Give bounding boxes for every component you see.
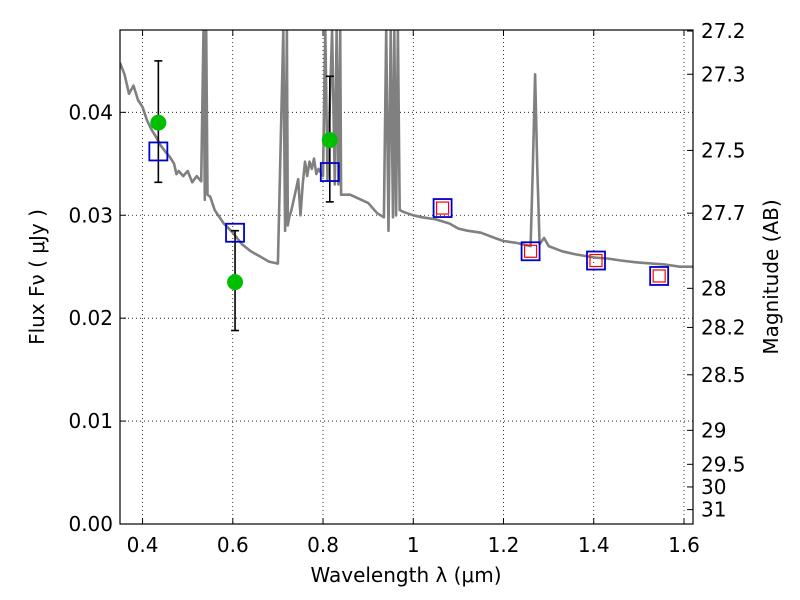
x-tick-label: 0.6 [217,533,249,557]
x-tick-label: 1.4 [578,533,610,557]
y-tick-label: 0.01 [68,409,113,433]
model-flux-square [432,198,453,218]
observed-point [227,274,244,291]
x-tick-label: 1.2 [488,533,520,557]
axis-ticks: 0.4 0.6 0.8 1 1.2 1.4 1.6 0.00 0.01 0.02 0.03 0.04 2… [68,19,745,557]
x-tick-label: 0.8 [307,533,339,557]
plot-frame [119,29,694,525]
y-tick-label: 0.02 [68,306,113,330]
model-flux-square [225,222,245,243]
model-flux-square [520,241,541,262]
nir-flux-square [435,201,450,215]
plot-area [120,30,693,332]
nir-flux-square [523,244,538,258]
y2-axis-label: Magnitude (AB) [759,199,783,354]
y-tick-label: 0.00 [68,512,113,536]
nir-flux-square [589,253,603,268]
y2-tick-label: 28.5 [701,363,746,387]
observed-point [150,114,167,131]
model-flux-square [319,162,340,182]
model-flux-square [586,250,606,271]
observed-point [321,132,338,149]
y2-tick-label: 31 [701,498,726,522]
y2-tick-label: 30 [701,475,726,499]
x-axis-label: Wavelength λ (μm) [310,563,501,587]
nir-flux-square [652,269,666,283]
y2-tick-label: 29.5 [701,452,746,476]
model-flux-square [148,141,169,162]
y-axis-label: Flux Fν ( μJy ) [25,209,49,345]
model-flux-square [649,266,670,286]
x-tick-label: 0.4 [127,533,159,557]
y2-tick-label: 28 [701,276,726,300]
x-tick-label: 1.6 [668,533,700,557]
y2-tick-label: 28.2 [701,315,746,339]
y2-tick-label: 27.2 [701,19,746,43]
y2-tick-label: 27.3 [701,62,746,86]
y-tick-label: 0.04 [68,100,113,124]
y-tick-label: 0.03 [68,203,113,227]
y2-tick-label: 29 [701,418,726,442]
x-tick-label: 1 [407,533,420,557]
y2-tick-label: 27.5 [701,138,746,162]
y2-tick-label: 27.7 [701,201,746,225]
